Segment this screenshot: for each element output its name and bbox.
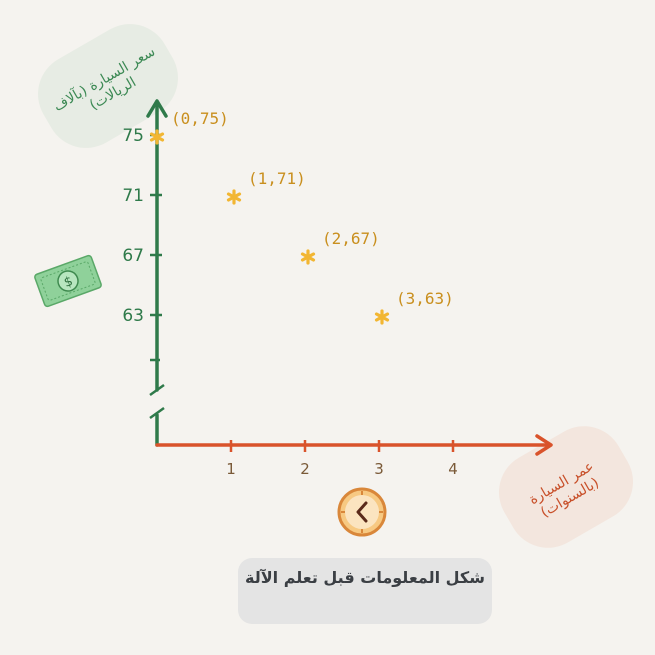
data-point <box>226 189 242 205</box>
chart-title: شكل المعلومات قبل تعلم الآلة <box>245 568 485 587</box>
data-point-label: (2,67) <box>322 229 380 248</box>
y-axis <box>146 99 168 447</box>
y-tick-label: 75 <box>122 126 144 146</box>
y-tick-label: 67 <box>122 246 144 266</box>
x-ticks: 1 2 3 4 <box>226 440 458 478</box>
data-point <box>149 129 165 145</box>
data-point <box>300 249 316 265</box>
y-tick-label: 63 <box>122 306 144 326</box>
dollar-bill-icon: $ <box>34 254 102 308</box>
x-tick-label: 4 <box>448 460 458 478</box>
data-point <box>374 309 390 325</box>
y-tick-label: 71 <box>122 186 144 206</box>
title-background <box>238 558 492 624</box>
x-tick-label: 2 <box>300 460 310 478</box>
x-axis <box>155 434 553 456</box>
clock-icon <box>337 487 387 537</box>
x-tick-label: 1 <box>226 460 236 478</box>
data-point-label: (3,63) <box>396 289 454 308</box>
data-point-label: (1,71) <box>248 169 306 188</box>
x-tick-label: 3 <box>374 460 384 478</box>
data-points: (0,75) (1,71) (2,67) (3,63) <box>149 109 454 325</box>
data-point-label: (0,75) <box>171 109 229 128</box>
